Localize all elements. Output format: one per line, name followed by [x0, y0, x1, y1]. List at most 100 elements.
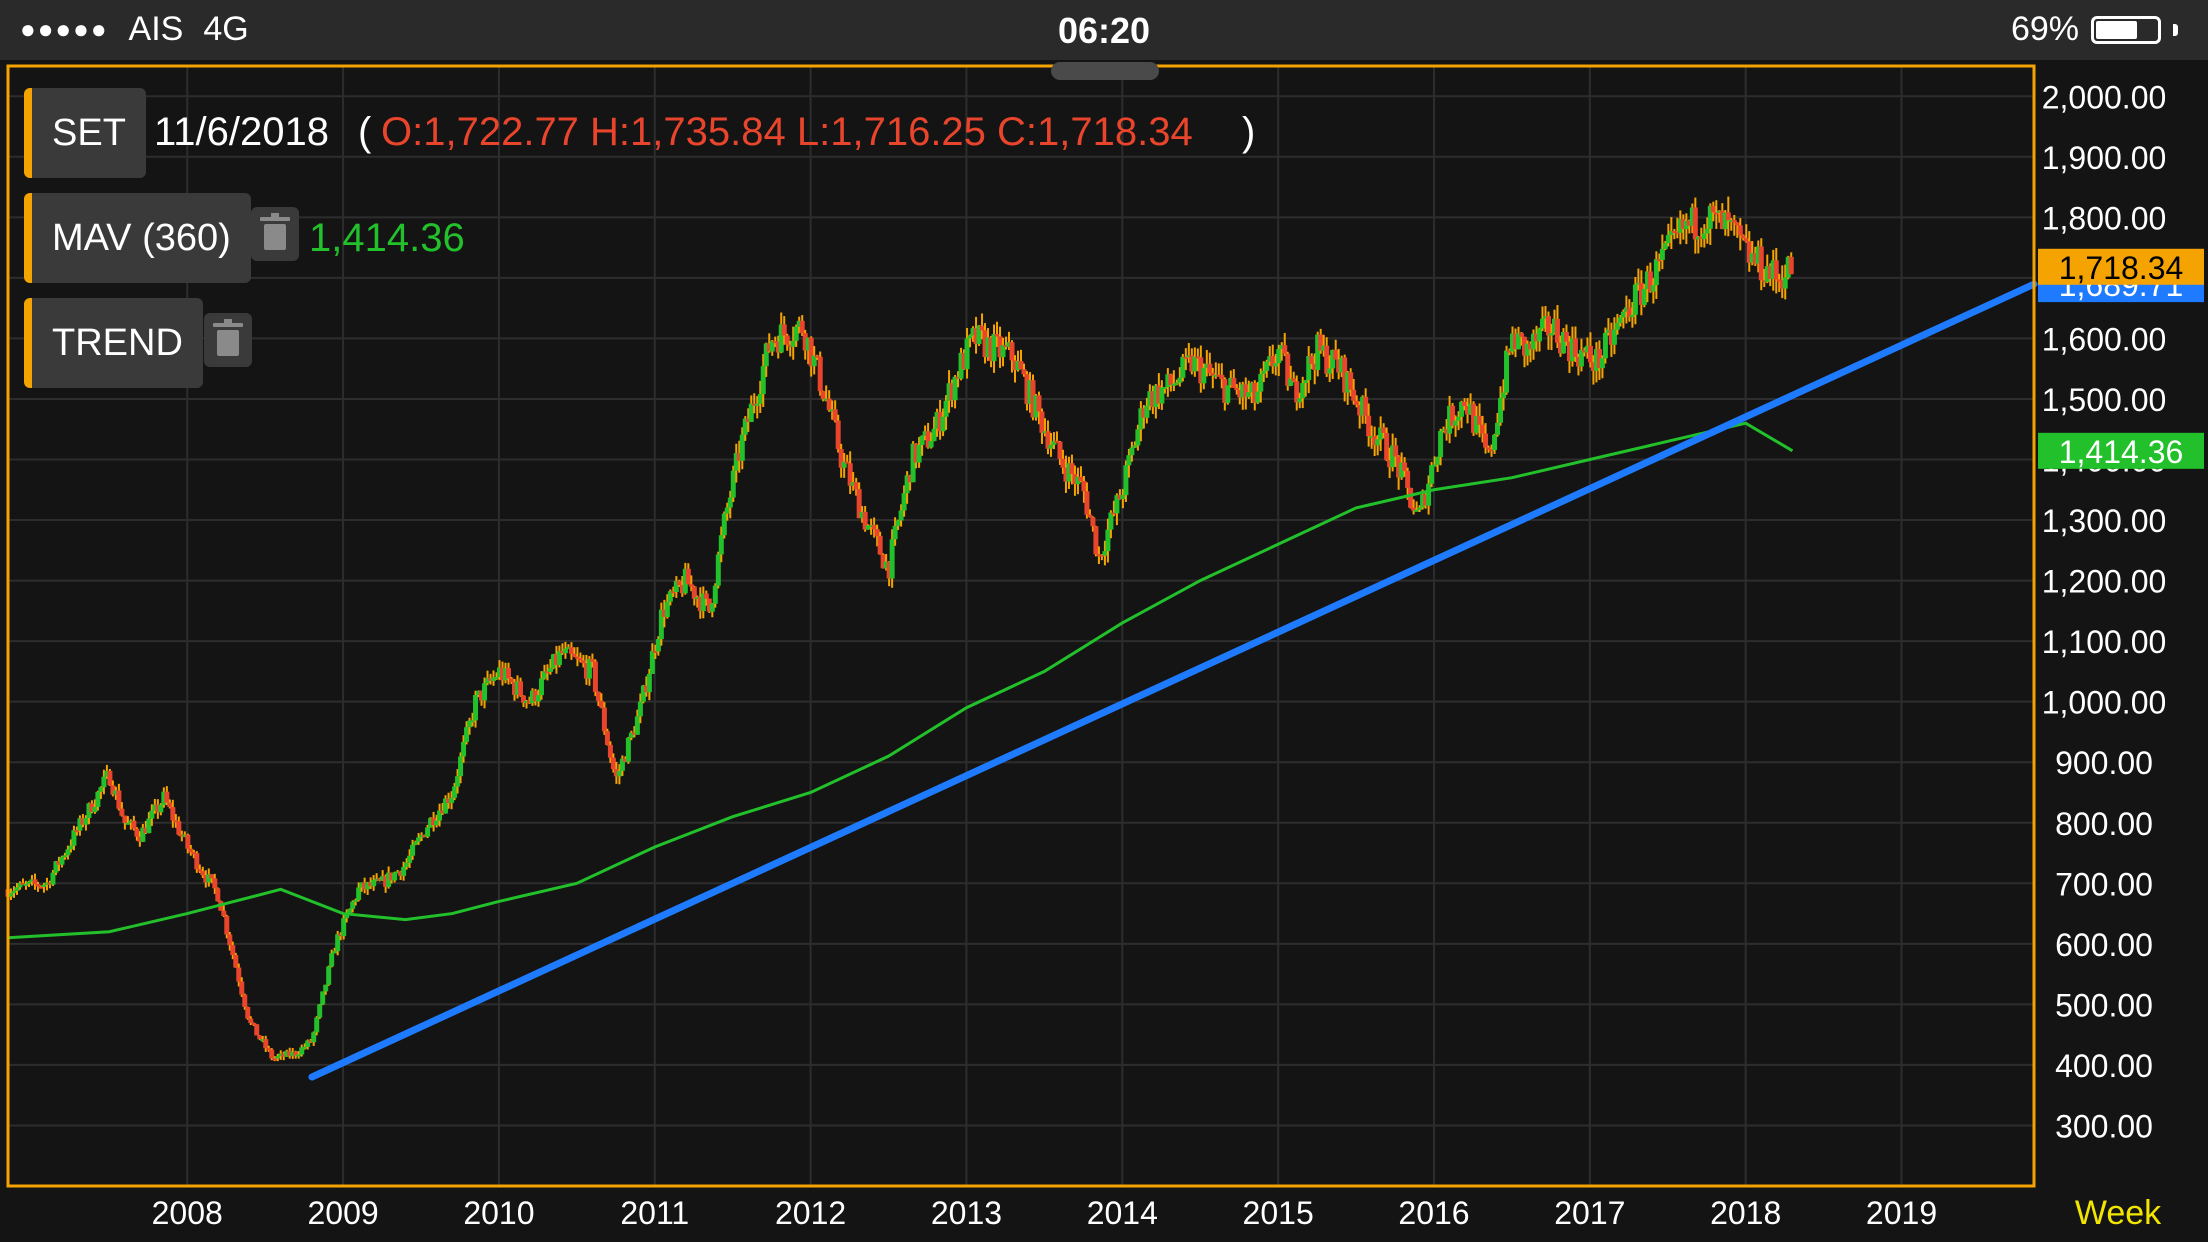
mav-button[interactable]: MAV (360) — [24, 193, 251, 283]
candle-body — [1180, 356, 1186, 378]
candle-body — [41, 884, 47, 887]
drag-handle[interactable] — [1051, 62, 1159, 80]
y-tick-label: 800.00 — [2055, 806, 2153, 842]
candle-body — [230, 945, 236, 956]
candle-body — [979, 325, 985, 331]
candle-body — [925, 431, 931, 448]
candle-body — [134, 828, 140, 837]
candle-body — [83, 818, 89, 825]
candle-body — [1279, 345, 1285, 350]
candle-body — [811, 355, 817, 367]
candle-body — [419, 835, 425, 838]
candle-body — [988, 337, 994, 362]
candle-body — [1282, 345, 1288, 354]
candle-body — [182, 834, 188, 837]
candle-body — [616, 770, 622, 777]
candle-body — [98, 787, 104, 792]
candle-body — [1264, 361, 1270, 371]
trend-button[interactable]: TREND — [24, 298, 203, 388]
candle-body — [889, 539, 895, 579]
candle-body — [416, 837, 422, 842]
candle-body — [1734, 222, 1740, 226]
candle-body — [437, 810, 443, 821]
candle-body — [1704, 228, 1710, 234]
candle-body — [1596, 349, 1602, 369]
candle-body — [667, 591, 673, 602]
candle-body — [209, 874, 215, 879]
candle-body — [1674, 231, 1680, 234]
candle-body — [1234, 387, 1240, 391]
candle-body — [586, 659, 592, 679]
candle-body — [1399, 462, 1405, 478]
candle-body — [1566, 341, 1572, 362]
candle-body — [1177, 377, 1183, 383]
candle-body — [694, 596, 700, 599]
candle-body — [532, 690, 538, 702]
candle-body — [158, 804, 164, 813]
candle-body — [1306, 356, 1312, 381]
candle-body — [1240, 384, 1246, 398]
candle-body — [245, 1007, 251, 1019]
y-axis: 300.00 400.00 500.00 600.00 700.00 800.00 900.… — [2042, 79, 2167, 1144]
candle-body — [1626, 307, 1632, 318]
candle-body — [8, 893, 14, 897]
candle-body — [1312, 363, 1318, 370]
candle-body — [1156, 385, 1162, 404]
candle-body — [697, 596, 703, 612]
candle-body — [664, 601, 670, 617]
candle-body — [272, 1058, 278, 1061]
candle-body — [56, 861, 62, 865]
candle-body — [146, 818, 152, 834]
candle-body — [1578, 349, 1584, 367]
candle-body — [1315, 334, 1321, 370]
candle-body — [724, 507, 730, 514]
candle-body — [631, 732, 637, 735]
candle-body — [1641, 288, 1647, 305]
candle-body — [787, 344, 793, 347]
candle-body — [1536, 328, 1542, 342]
candlestick-series — [5, 196, 1794, 1062]
candle-body — [236, 967, 242, 982]
candle-body — [1471, 403, 1477, 433]
candle-body — [1677, 219, 1683, 233]
candle-body — [179, 834, 185, 837]
price-tag-bg — [2038, 432, 2204, 469]
signal-strength-icon: ●●●●● — [20, 14, 109, 44]
trend-button-label: TREND — [52, 321, 183, 364]
candle-body — [553, 654, 559, 666]
candle-body — [742, 418, 748, 435]
candle-body — [1447, 405, 1453, 434]
candle-body — [1725, 212, 1731, 221]
delete-mav-button[interactable] — [251, 207, 299, 261]
candle-body — [1635, 282, 1641, 285]
candle-body — [1785, 256, 1791, 278]
candle-body — [197, 869, 203, 872]
candle-body — [239, 981, 245, 995]
candle-body — [77, 818, 83, 831]
candle-body — [506, 668, 512, 679]
candle-body — [398, 871, 404, 876]
candle-body — [1468, 403, 1474, 415]
candle-body — [1719, 210, 1725, 230]
delete-trend-button[interactable] — [204, 313, 252, 367]
x-tick-label: 2018 — [1710, 1195, 1781, 1231]
candle-body — [1698, 236, 1704, 240]
candle-body — [1599, 358, 1605, 369]
candle-body — [1075, 476, 1081, 485]
candle-body — [143, 827, 149, 834]
trend-series — [308, 280, 2038, 1081]
candle-body — [428, 818, 434, 828]
candle-body — [1525, 343, 1530, 356]
candle-body — [868, 525, 874, 528]
candle-body — [1411, 507, 1417, 511]
candle-body — [101, 776, 107, 788]
candle-body — [1093, 526, 1099, 555]
candle-body — [838, 448, 844, 468]
candle-body — [287, 1051, 293, 1056]
candle-body — [242, 994, 248, 1008]
candle-body — [1737, 225, 1743, 236]
candle-body — [976, 325, 982, 345]
symbol-button[interactable]: SET — [24, 88, 146, 178]
candle-body — [1201, 367, 1207, 384]
